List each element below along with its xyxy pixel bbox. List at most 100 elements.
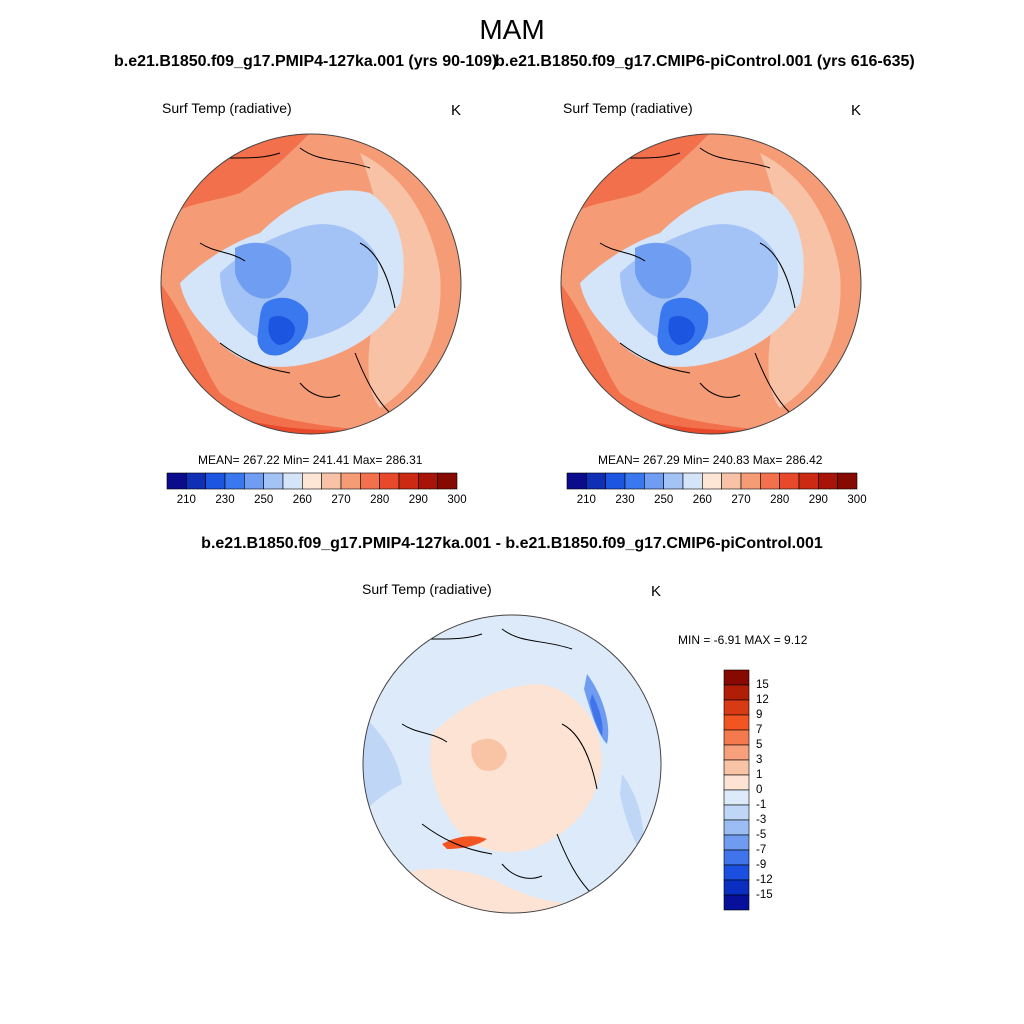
- difference-polar-map: [362, 614, 662, 914]
- colorbar-box: [723, 699, 750, 716]
- colorbar-box: [723, 849, 750, 866]
- difference-panel-title: b.e21.B1850.f09_g17.PMIP4-127ka.001 - b.…: [201, 535, 823, 552]
- okhotsk-core-region: [590, 694, 603, 736]
- test-units-label: K: [451, 102, 462, 119]
- colorbar-box: [723, 789, 750, 806]
- archipelago-warm-region: [471, 738, 507, 771]
- colorbar-tick-label: -12: [756, 874, 773, 886]
- greenland-core-region: [668, 316, 695, 345]
- colorbar-box: [263, 472, 284, 490]
- colorbar-box: [721, 472, 742, 490]
- colorbar-tick-label: 270: [731, 494, 751, 506]
- colorbar-box: [205, 472, 226, 490]
- colorbar-tick-label: 290: [408, 494, 428, 506]
- colorbar-box: [282, 472, 303, 490]
- difference-stats: MIN = -6.91 MAX = 9.12: [678, 633, 808, 647]
- colorbar-box: [166, 472, 187, 490]
- colorbar-box: [798, 472, 819, 490]
- colorbar-box: [723, 669, 750, 686]
- colorbar-tick-label: -3: [756, 814, 767, 826]
- colorbar-box: [818, 472, 838, 490]
- control-colorbar-ticks: 210 230 250 260 270 280 290 300: [567, 494, 867, 508]
- colorbar-box: [302, 472, 322, 490]
- archipelago-cold-region: [235, 242, 292, 299]
- labrador-warm-patch: [442, 836, 487, 849]
- greenland-core-region: [268, 316, 295, 345]
- colorbar-box: [723, 744, 750, 761]
- colorbar-tick-label: 300: [447, 494, 467, 506]
- colorbar-box: [624, 472, 645, 490]
- colorbar-tick-label: 0: [756, 784, 763, 796]
- colorbar-tick-label: 280: [370, 494, 390, 506]
- difference-colorbar: [723, 669, 750, 911]
- coastlines: [391, 628, 598, 895]
- colorbar-tick-label: 260: [292, 494, 312, 506]
- colorbar-box: [340, 472, 361, 490]
- colorbar-box: [723, 684, 750, 701]
- colorbar-tick-label: -9: [756, 859, 767, 871]
- colorbar-box: [398, 472, 419, 490]
- difference-units-label: K: [651, 583, 662, 600]
- colorbar-box: [760, 472, 780, 490]
- colorbar-box: [779, 472, 800, 490]
- colorbar-box: [723, 894, 750, 911]
- colorbar-box: [224, 472, 245, 490]
- colorbar-tick-label: 12: [756, 694, 769, 706]
- colorbar-box: [360, 472, 380, 490]
- map-border: [560, 133, 862, 435]
- colorbar-box: [723, 759, 750, 776]
- difference-variable-label: Surf Temp (radiative): [362, 581, 492, 597]
- colorbar-tick-label: 210: [576, 494, 596, 506]
- difference-colorbar-ticks: 15 12 9 7 5 3 1 0 -1 -3 -5 -7 -9 -12 -15: [756, 670, 786, 910]
- colorbar-box: [379, 472, 400, 490]
- colorbar-tick-label: 300: [847, 494, 867, 506]
- colorbar-box: [644, 472, 664, 490]
- colorbar-box: [682, 472, 703, 490]
- control-variable-label: Surf Temp (radiative): [563, 100, 693, 116]
- test-colorbar: [166, 472, 458, 490]
- colorbar-box: [723, 864, 750, 881]
- colorbar-tick-label: 15: [756, 679, 769, 691]
- control-polar-map: [560, 133, 862, 435]
- coastlines: [589, 147, 796, 414]
- colorbar-box: [605, 472, 626, 490]
- colorbar-tick-label: 1: [756, 769, 763, 781]
- colorbar-tick-label: -15: [756, 889, 773, 901]
- control-colorbar: [566, 472, 858, 490]
- test-panel-title: b.e21.B1850.f09_g17.PMIP4-127ka.001 (yrs…: [114, 53, 498, 70]
- control-stats: MEAN= 267.29 Min= 240.83 Max= 286.42: [598, 453, 823, 467]
- colorbar-box: [723, 834, 750, 851]
- colorbar-tick-label: -1: [756, 799, 767, 811]
- colorbar-tick-label: 210: [176, 494, 196, 506]
- colorbar-box: [663, 472, 684, 490]
- colorbar-box: [418, 472, 438, 490]
- test-polar-map: [160, 133, 462, 435]
- test-stats: MEAN= 267.22 Min= 241.41 Max= 286.31: [198, 453, 423, 467]
- colorbar-box: [723, 879, 750, 896]
- colorbar-tick-label: 230: [615, 494, 635, 506]
- map-border: [160, 133, 462, 435]
- colorbar-box: [723, 729, 750, 746]
- siberia-cool-region: [620, 774, 644, 854]
- colorbar-box: [244, 472, 264, 490]
- colorbar-box: [321, 472, 342, 490]
- test-variable-label: Surf Temp (radiative): [162, 100, 292, 116]
- colorbar-tick-label: 250: [654, 494, 674, 506]
- control-units-label: K: [851, 102, 862, 119]
- map-border: [362, 614, 662, 914]
- colorbar-box: [437, 472, 458, 490]
- coastlines: [189, 147, 396, 414]
- colorbar-box: [586, 472, 606, 490]
- colorbar-box: [837, 472, 858, 490]
- colorbar-box: [702, 472, 722, 490]
- colorbar-tick-label: 280: [770, 494, 790, 506]
- colorbar-tick-label: 290: [808, 494, 828, 506]
- colorbar-tick-label: 7: [756, 724, 763, 736]
- figure-title: MAM: [479, 14, 545, 45]
- colorbar-tick-label: -7: [756, 844, 767, 856]
- test-colorbar-ticks: 210 230 250 260 270 280 290 300: [167, 494, 467, 508]
- colorbar-tick-label: 250: [254, 494, 274, 506]
- colorbar-box: [186, 472, 206, 490]
- colorbar-box: [740, 472, 761, 490]
- colorbar-box: [723, 774, 750, 791]
